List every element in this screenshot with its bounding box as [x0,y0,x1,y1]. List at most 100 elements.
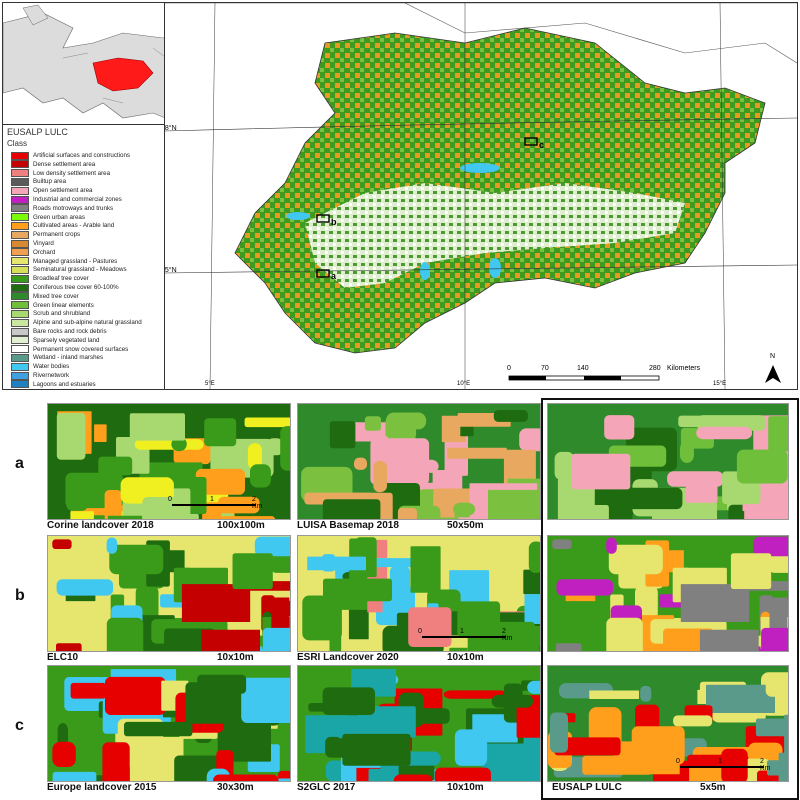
panel-scale-tick: 0 [418,628,422,635]
legend-item: Cultivated areas - Arable land [11,221,114,230]
legend-item: Open settlement area [11,186,93,195]
box-b [316,214,330,223]
north-arrow-icon [765,365,781,383]
panel-scale-tick: 1 [460,628,464,635]
legend-swatch [11,221,29,230]
legend-swatch [11,177,29,186]
eusalp-frame [541,398,799,800]
lon-label-15: 15°E [713,381,727,387]
legend-item: Alpine and sub-alpine natural grassland [11,318,142,327]
legend-item: Scrub and shrubland [11,309,90,318]
legend-label: Low density settlement area [33,169,111,177]
panel-caption: ESRI Landcover 2020 [297,652,399,663]
legend-label: Bare rocks and rock debris [33,328,107,335]
legend-swatch [11,327,29,336]
eusalp-scale-tick: 1 [718,758,722,765]
legend-item: Broadleaf tree cover [11,274,89,283]
legend-swatch [11,292,29,301]
legend-label: Permanent snow covered surfaces [33,345,129,353]
legend-label: Seminatural grassland - Meadows [33,266,127,274]
legend-item: Permanent crops [11,230,80,239]
legend-label: Water bodies [33,363,70,371]
legend-label: Rivernetwork [33,372,70,379]
legend: EUSALP LULC Class Artificial surfaces an… [2,124,166,390]
eusalp-panel [547,535,789,652]
panel-scale-tick: 2 Km [502,628,513,642]
legend-item: Industrial and commercial zones [11,195,122,204]
legend-subtitle: Class [7,139,28,148]
legend-item: Rivernetwork [11,371,69,380]
scale-unit: Kilometers [667,365,701,372]
panel-resolution: 10x10m [447,782,484,793]
legend-label: Green linear elements [33,301,94,309]
legend-item: Water bodies [11,362,69,371]
legend-item: Dense settlement area [11,160,95,169]
legend-swatch [11,257,29,266]
legend-label: Cultivated areas - Arable land [33,222,115,230]
lat-label-48: 48°N [164,125,177,132]
legend-item: Wetland - inland marshes [11,353,103,362]
legend-label: Managed grassland - Pastures [33,257,118,265]
main-map: 48°N 45°N 5°E 10°E 15°E c b a 0 70 140 2… [164,2,798,390]
eusalp-scale-tick: 0 [676,758,680,765]
box-a [316,269,330,278]
eusalp-resolution: 5x5m [700,782,726,793]
row-letter-b: b [15,587,25,604]
legend-item: Roads motroways and trunks [11,204,113,213]
landcover-panel [297,403,541,520]
panel-scale-tick: 0 [168,496,172,503]
legend-swatch [11,169,29,178]
eusalp-panel: 0 1 2 Km [547,665,789,782]
panel-caption: Corine landcover 2018 [47,520,154,531]
box-label-a: a [331,271,337,281]
legend-item: Lagoons and estuaries [11,380,96,389]
panel-resolution: 100x100m [217,520,265,531]
legend-item: Low density settlement area [11,169,110,178]
legend-swatch [11,318,29,327]
legend-swatch [11,230,29,239]
eusalp-caption: EUSALP LULC [552,782,622,793]
scale-tick-0: 0 [507,365,511,372]
lon-label-10: 10°E [457,381,471,387]
legend-label: Lagoons and estuaries [33,380,96,388]
legend-item: Green urban areas [11,213,85,222]
panel-resolution: 10x10m [217,652,254,663]
legend-label: Green urban areas [33,213,85,221]
scale-tick-280: 280 [649,365,661,372]
legend-label: Open settlement area [33,187,93,195]
box-label-b: b [331,217,337,227]
landcover-panel [47,535,291,652]
legend-swatch [11,336,29,345]
legend-swatch [11,239,29,248]
legend-swatch [11,353,29,362]
legend-item: Sparsely vegetated land [11,336,99,345]
lon-label-5: 5°E [205,381,215,387]
legend-item: Vinyard [11,239,54,248]
legend-swatch [11,151,29,160]
panel-caption: S2GLC 2017 [297,782,356,793]
legend-item: Seminatural grassland - Meadows [11,265,127,274]
legend-swatch [11,362,29,371]
legend-label: Vinyard [33,240,54,247]
box-label-c: c [539,140,545,150]
legend-label: Broadleaf tree cover [33,275,89,283]
legend-swatch [11,195,29,204]
legend-swatch [11,160,29,169]
legend-item: Coniferous tree cover 60-100% [11,283,119,292]
legend-label: Mixed tree cover [33,292,79,300]
legend-label: Coniferous tree cover 60-100% [33,284,119,291]
legend-swatch [11,309,29,318]
legend-swatch [11,265,29,274]
panel-scale-tick: 1 [210,496,214,503]
panel-resolution: 30x30m [217,782,254,793]
map-scale-bar [508,375,660,381]
alpine-region-map [165,3,797,389]
legend-item: Artificial surfaces and constructions [11,151,130,160]
legend-label: Wetland - inland marshes [33,354,104,362]
legend-label: Sparsely vegetated land [33,336,100,344]
landcover-panel [47,665,291,782]
legend-swatch [11,345,29,354]
scale-tick-70: 70 [541,365,549,372]
legend-swatch [11,380,29,389]
panel-scale-tick: 2 Km [252,496,263,510]
